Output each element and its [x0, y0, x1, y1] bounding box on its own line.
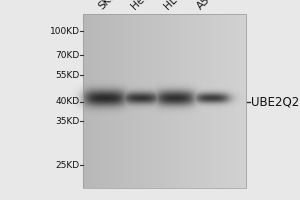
Text: 70KD: 70KD — [55, 50, 80, 60]
Text: HL-60: HL-60 — [162, 0, 191, 11]
Text: UBE2Q2: UBE2Q2 — [250, 96, 299, 108]
Text: 100KD: 100KD — [50, 26, 80, 36]
Bar — [82, 14, 246, 188]
Text: 55KD: 55KD — [55, 71, 80, 79]
Text: A549: A549 — [195, 0, 222, 11]
Text: 40KD: 40KD — [56, 98, 80, 106]
Text: 35KD: 35KD — [55, 116, 80, 126]
Text: 25KD: 25KD — [56, 160, 80, 170]
Text: SKOV3: SKOV3 — [96, 0, 128, 11]
Text: HeLa: HeLa — [129, 0, 155, 11]
